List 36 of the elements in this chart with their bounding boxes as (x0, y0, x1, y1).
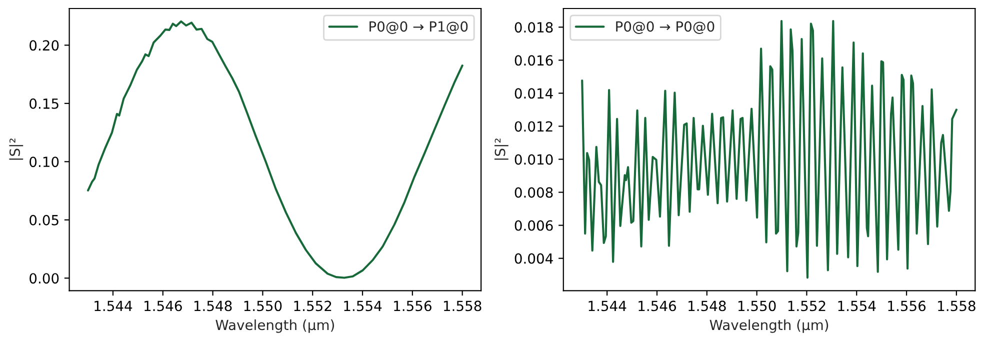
y-tick-label: 0.006 (514, 220, 553, 231)
y-tick-label: 0.010 (514, 154, 553, 165)
legend-label: P0@0 → P1@0 (370, 21, 468, 34)
x-axis-title: Wavelength (µm) (710, 319, 828, 333)
x-tick-label: 1.552 (294, 300, 332, 312)
y-tick-label: 0.00 (30, 273, 59, 284)
y-tick-label: 0.008 (514, 187, 553, 198)
x-tick-label: 1.558 (938, 300, 976, 312)
x-tick-label: 1.554 (344, 300, 382, 312)
x-tick-label: 1.544 (94, 300, 132, 312)
y-tick-label: 0.004 (514, 253, 553, 264)
y-tick-label: 0.018 (514, 22, 553, 33)
x-axis-title: Wavelength (µm) (216, 319, 334, 333)
x-tick-label: 1.548 (688, 300, 726, 312)
x-tick-label: 1.546 (638, 300, 676, 312)
y-tick-label: 0.05 (30, 214, 58, 226)
y-axis-title: |S|² (494, 138, 508, 160)
y-tick-label: 0.10 (30, 156, 59, 168)
x-tick-label: 1.550 (738, 300, 776, 312)
y-tick-label: 0.15 (30, 98, 58, 109)
y-tick-label: 0.014 (514, 88, 553, 99)
x-tick-label: 1.546 (144, 300, 182, 312)
x-tick-label: 1.558 (444, 300, 482, 312)
legend-label: P0@0 → P0@0 (616, 21, 714, 34)
x-tick-label: 1.556 (394, 300, 432, 312)
y-tick-label: 0.016 (514, 55, 553, 66)
y-tick-label: 0.20 (30, 40, 59, 51)
x-tick-label: 1.550 (244, 300, 282, 312)
x-tick-label: 1.556 (888, 300, 926, 312)
x-tick-label: 1.554 (838, 300, 876, 312)
x-tick-label: 1.544 (588, 300, 626, 312)
line-series (581, 20, 958, 279)
y-axis-title: |S|² (9, 138, 24, 160)
y-tick-label: 0.012 (514, 121, 552, 132)
x-tick-label: 1.552 (788, 300, 826, 312)
x-tick-label: 1.548 (194, 300, 232, 312)
